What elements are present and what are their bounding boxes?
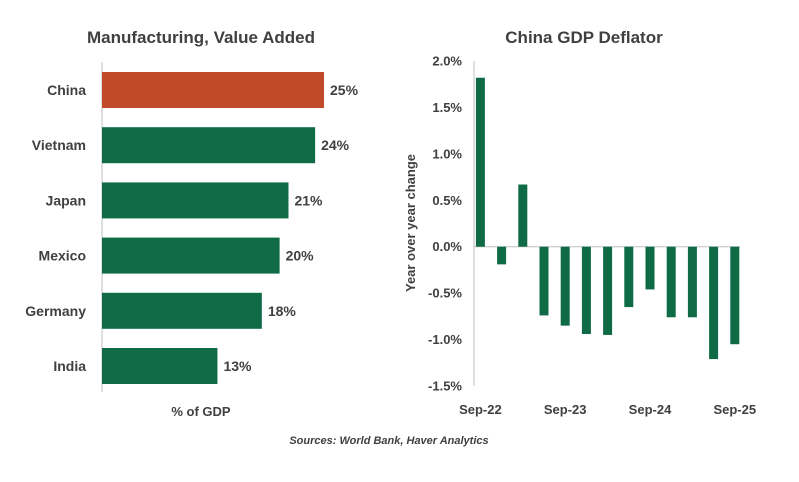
deflator-bar xyxy=(475,77,485,247)
bar-japan xyxy=(102,182,289,219)
deflator-bar xyxy=(645,246,655,290)
category-label: China xyxy=(47,82,86,98)
category-label: Germany xyxy=(25,303,86,319)
deflator-bar xyxy=(560,246,570,326)
y-tick-label: 0.0% xyxy=(432,239,462,254)
bar-germany xyxy=(102,292,262,329)
category-label: Mexico xyxy=(39,248,86,264)
x-tick-label: Sep-25 xyxy=(713,402,756,417)
x-tick-label: Sep-22 xyxy=(459,402,502,417)
deflator-bar xyxy=(687,246,697,318)
deflator-y-axis-label: Year over year change xyxy=(403,154,418,292)
deflator-bar xyxy=(539,246,549,316)
y-tick-label: 1.5% xyxy=(432,100,462,115)
y-tick-label: 1.0% xyxy=(432,146,462,161)
deflator-bar xyxy=(624,246,634,308)
deflator-bar xyxy=(709,246,719,360)
deflator-bar xyxy=(730,246,740,345)
value-label: 20% xyxy=(286,248,315,264)
value-label: 25% xyxy=(330,82,359,98)
y-tick-label: -0.5% xyxy=(428,286,462,301)
manufacturing-x-axis-label: % of GDP xyxy=(171,404,231,419)
y-tick-label: -1.0% xyxy=(428,332,462,347)
deflator-chart-title: China GDP Deflator xyxy=(505,28,663,47)
bar-vietnam xyxy=(102,127,316,164)
manufacturing-chart: Manufacturing, Value Added China 25% Vietn… xyxy=(25,28,358,419)
deflator-bar xyxy=(497,246,507,265)
value-label: 21% xyxy=(294,192,323,208)
value-label: 24% xyxy=(321,137,350,153)
category-label: Japan xyxy=(46,192,86,208)
bar-india xyxy=(102,348,218,384)
value-label: 13% xyxy=(223,358,252,374)
category-label: India xyxy=(53,358,86,374)
source-note: Sources: World Bank, Haver Analytics xyxy=(289,435,488,447)
deflator-chart: China GDP Deflator Year over year change… xyxy=(403,28,756,417)
deflator-bar xyxy=(666,246,676,318)
x-tick-label: Sep-23 xyxy=(544,402,587,417)
bar-mexico xyxy=(102,237,280,274)
bar-china xyxy=(102,72,324,108)
x-tick-label: Sep-24 xyxy=(629,402,672,417)
deflator-bar xyxy=(581,246,591,334)
y-tick-label: -1.5% xyxy=(428,379,462,394)
y-tick-label: 2.0% xyxy=(432,54,462,69)
deflator-bar xyxy=(603,246,613,335)
y-tick-label: 0.5% xyxy=(432,193,462,208)
deflator-bar xyxy=(518,184,528,247)
manufacturing-chart-title: Manufacturing, Value Added xyxy=(87,28,315,47)
value-label: 18% xyxy=(268,303,297,319)
category-label: Vietnam xyxy=(32,137,86,153)
